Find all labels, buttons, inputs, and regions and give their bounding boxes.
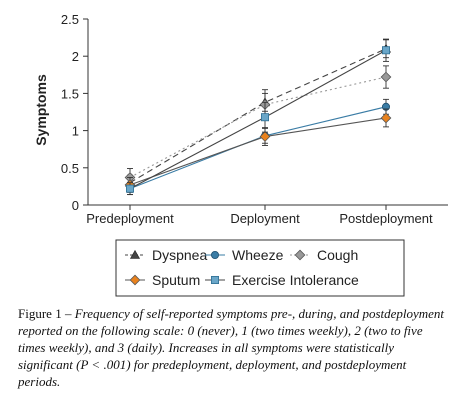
x-tick-label: Predeployment xyxy=(86,211,174,226)
data-point xyxy=(259,131,271,142)
y-tick-label: 2 xyxy=(72,49,79,64)
x-tick-label: Postdeployment xyxy=(339,211,433,226)
series-line xyxy=(129,106,387,190)
data-point xyxy=(381,46,390,55)
line-chart: 0 0.5 1 1.5 2 2.5 Predeployment Deployment Postd… xyxy=(33,12,448,297)
series-line xyxy=(129,76,387,178)
legend-item: Dyspnea xyxy=(125,247,207,263)
y-tick-label: 1.5 xyxy=(61,86,79,101)
caption-text: – Frequency of self-reported symptoms pr… xyxy=(18,306,445,389)
legend-label: Exercise Intolerance xyxy=(232,272,359,288)
series-line xyxy=(129,117,387,186)
legend-item: Wheeze xyxy=(205,247,284,263)
legend-box xyxy=(115,239,405,297)
legend-item: Cough xyxy=(290,247,358,263)
legend-label: Wheeze xyxy=(232,247,284,263)
series-line xyxy=(129,48,387,184)
data-point xyxy=(380,112,392,124)
series-exercise-intolerance xyxy=(126,38,390,196)
legend-label: Cough xyxy=(317,247,358,263)
legend: Dyspnea Wheeze Cough Sputum Exercise Intoler… xyxy=(125,247,359,288)
y-tick-label: 0.5 xyxy=(61,161,79,176)
legend-item: Sputum xyxy=(125,272,200,288)
y-tick-label: 1 xyxy=(72,124,79,139)
data-point xyxy=(380,71,392,83)
legend-marker xyxy=(210,250,219,259)
series-cough xyxy=(124,65,392,187)
data-point xyxy=(126,184,135,193)
legend-marker xyxy=(294,249,306,261)
y-tick-label: 2.5 xyxy=(61,12,79,27)
caption-label: Figure 1 xyxy=(18,306,62,321)
x-tick-label: Deployment xyxy=(230,211,300,226)
chart-series xyxy=(124,38,392,196)
series-line xyxy=(129,49,387,190)
legend-item: Exercise Intolerance xyxy=(205,272,359,288)
data-point xyxy=(260,113,269,122)
y-axis-label: Symptoms xyxy=(33,74,49,146)
y-tick-label: 0 xyxy=(72,198,79,213)
legend-marker xyxy=(129,249,141,259)
legend-marker xyxy=(210,275,219,284)
figure-caption: Figure 1 – Frequency of self-reported sy… xyxy=(18,305,446,390)
chart-axes: 0 0.5 1 1.5 2 2.5 Predeployment Deployment Postd… xyxy=(61,12,448,226)
legend-marker xyxy=(129,274,141,286)
legend-label: Sputum xyxy=(152,272,200,288)
legend-label: Dyspnea xyxy=(152,247,207,263)
series-wheeze xyxy=(126,98,390,196)
